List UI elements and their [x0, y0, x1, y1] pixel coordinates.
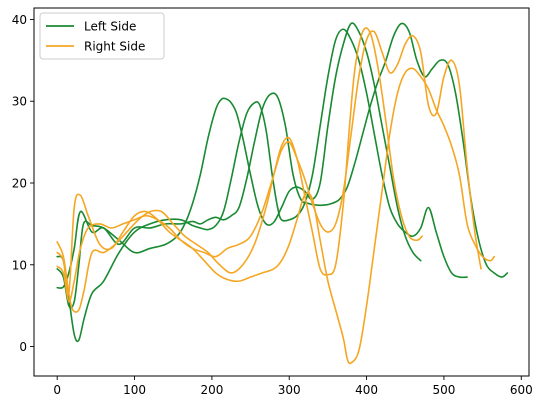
legend-box: [39, 12, 165, 60]
y-tick-label: 30: [12, 95, 27, 109]
series-line-1: [56, 22, 422, 309]
x-tick-label: 300: [278, 383, 301, 397]
legend: Left Side Right Side: [39, 12, 165, 60]
series-line-6: [56, 30, 482, 303]
x-tick-label: 200: [200, 383, 223, 397]
x-tick-label: 500: [432, 383, 455, 397]
y-axis: 0 10 20 30 40: [12, 13, 34, 354]
series-line-3: [56, 22, 509, 289]
legend-label: Right Side: [84, 40, 145, 54]
series-lines: [56, 22, 509, 365]
x-tick-label: 400: [355, 383, 378, 397]
legend-label: Left Side: [84, 20, 136, 34]
x-axis: 0 100 200 300 400 500 600: [53, 376, 533, 397]
x-tick-label: 600: [510, 383, 533, 397]
plot-frame: [33, 7, 530, 377]
y-tick-label: 10: [12, 258, 27, 272]
x-tick-label: 100: [123, 383, 146, 397]
series-line-2: [56, 28, 468, 343]
y-tick-label: 0: [19, 340, 27, 354]
y-tick-label: 40: [12, 13, 27, 27]
x-tick-label: 0: [53, 383, 61, 397]
series-line-5: [56, 67, 495, 365]
y-tick-label: 20: [12, 177, 27, 191]
